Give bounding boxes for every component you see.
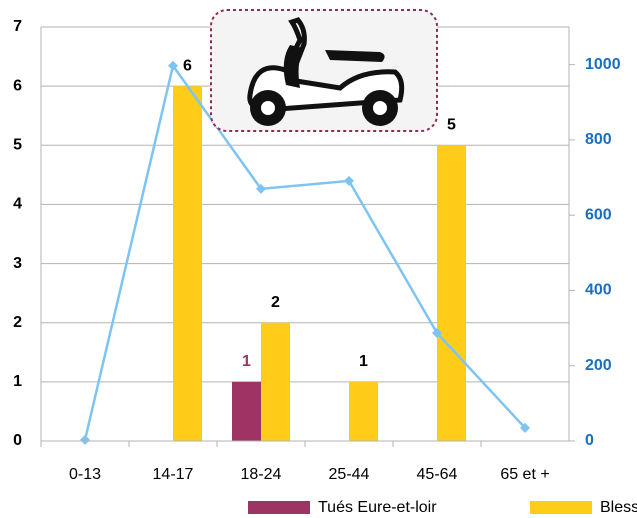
y-tick-label: 0	[13, 432, 22, 449]
x-tick-label: 45-64	[417, 466, 458, 483]
data-label: 6	[183, 57, 192, 74]
y2-tick-label: 400	[585, 282, 612, 299]
x-tick-label: 18-24	[241, 466, 282, 483]
x-tick-label: 25-44	[329, 466, 370, 483]
plot: 0 1 2 3 4 5 6 7 0 200 400 600 800 1000 0-13 14-17 18-24 2…	[13, 18, 637, 516]
line	[83, 62, 526, 441]
x-tick-label: 0-13	[69, 466, 101, 483]
x-tick-label: 14-17	[153, 466, 194, 483]
y-tick-label: 6	[13, 77, 22, 94]
data-label: 1	[359, 353, 368, 370]
bar	[173, 86, 202, 442]
data-label: 2	[271, 294, 280, 311]
y-tick-label: 5	[13, 137, 22, 154]
y-tick-label: 3	[13, 255, 22, 272]
y-tick-label: 2	[13, 314, 22, 331]
y-tick-label: 7	[13, 18, 22, 35]
y-tick-label: 1	[13, 373, 22, 390]
line-marker	[168, 60, 178, 71]
y-tick-label: 4	[13, 196, 22, 213]
x-tick-label: 65 et +	[500, 466, 549, 483]
scooter-picture	[210, 9, 438, 132]
bar	[261, 322, 290, 441]
y2-tick-label: 800	[585, 131, 612, 148]
line-marker	[432, 327, 442, 338]
bar	[349, 381, 378, 441]
y2-tick-label: 600	[585, 206, 612, 223]
line-marker	[80, 434, 90, 445]
data-label: 1	[242, 353, 251, 370]
legend-label: Blessés Eure-et-loir	[600, 499, 637, 516]
legend-label: Tués Eure-et-loir	[318, 499, 437, 516]
y2-tick-label: 200	[585, 357, 612, 374]
line-marker	[520, 422, 530, 433]
legend-swatch	[530, 501, 592, 514]
line-marker	[344, 175, 354, 186]
line-marker	[256, 183, 266, 194]
y2-tick-label: 0	[585, 432, 594, 449]
bar	[437, 145, 466, 442]
bar	[232, 381, 261, 441]
data-label: 5	[447, 117, 456, 134]
legend-swatch	[248, 501, 310, 514]
y2-tick-label: 1000	[585, 56, 621, 73]
